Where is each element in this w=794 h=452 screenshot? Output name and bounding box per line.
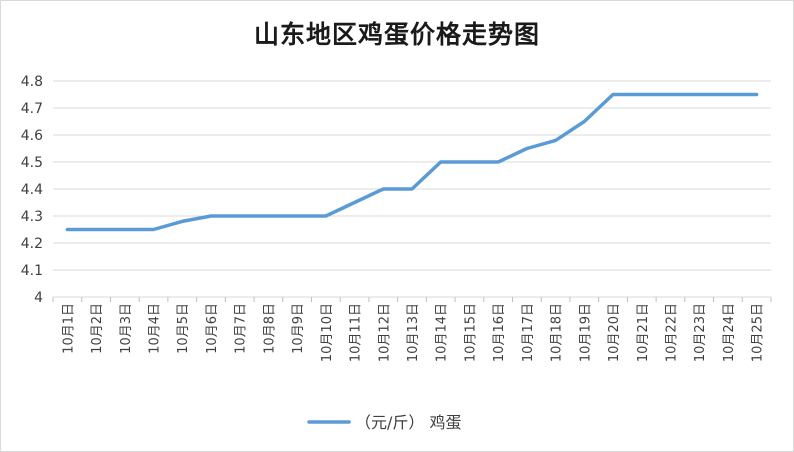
y-tick-label: 4.1 bbox=[21, 263, 43, 279]
y-tick-label: 4.4 bbox=[21, 182, 43, 198]
x-tick-label: 10月3日 bbox=[119, 303, 134, 354]
x-tick-label: 10月19日 bbox=[578, 303, 593, 362]
x-tick-label: 10月5日 bbox=[176, 303, 191, 354]
x-tick-label: 10月6日 bbox=[205, 303, 220, 354]
y-tick-label: 4 bbox=[34, 290, 43, 306]
x-tick-label: 10月1日 bbox=[61, 303, 76, 354]
y-tick-label: 4.7 bbox=[21, 101, 43, 117]
x-tick-label: 10月23日 bbox=[693, 303, 708, 362]
x-tick-label: 10月24日 bbox=[722, 303, 737, 362]
y-tick-label: 4.6 bbox=[21, 128, 43, 144]
x-tick-label: 10月22日 bbox=[664, 303, 679, 362]
x-tick-label: 10月16日 bbox=[492, 303, 507, 362]
x-tick-label: 10月21日 bbox=[636, 303, 651, 362]
y-tick-label: 4.5 bbox=[21, 155, 43, 171]
x-tick-label: 10月9日 bbox=[291, 303, 306, 354]
x-tick-label: 10月4日 bbox=[148, 303, 163, 354]
x-tick-label: 10月7日 bbox=[234, 303, 249, 354]
legend-label: （元/斤） 鸡蛋 bbox=[355, 413, 461, 432]
x-tick-label: 10月20日 bbox=[607, 303, 622, 362]
chart-title: 山东地区鸡蛋价格走势图 bbox=[253, 20, 540, 49]
x-tick-label: 10月13日 bbox=[406, 303, 421, 362]
x-tick-label: 10月25日 bbox=[751, 303, 766, 362]
y-tick-label: 4.2 bbox=[21, 236, 43, 252]
x-tick-label: 10月10日 bbox=[320, 303, 335, 362]
x-tick-label: 10月11日 bbox=[349, 303, 364, 362]
x-tick-label: 10月12日 bbox=[377, 303, 392, 362]
x-tick-label: 10月15日 bbox=[463, 303, 478, 362]
x-tick-label: 10月18日 bbox=[550, 303, 565, 362]
x-tick-label: 10月17日 bbox=[521, 303, 536, 362]
y-tick-label: 4.3 bbox=[21, 209, 43, 225]
x-tick-label: 10月8日 bbox=[262, 303, 277, 354]
x-tick-label: 10月2日 bbox=[90, 303, 105, 354]
x-tick-label: 10月14日 bbox=[435, 303, 450, 362]
y-tick-label: 4.8 bbox=[21, 74, 43, 90]
